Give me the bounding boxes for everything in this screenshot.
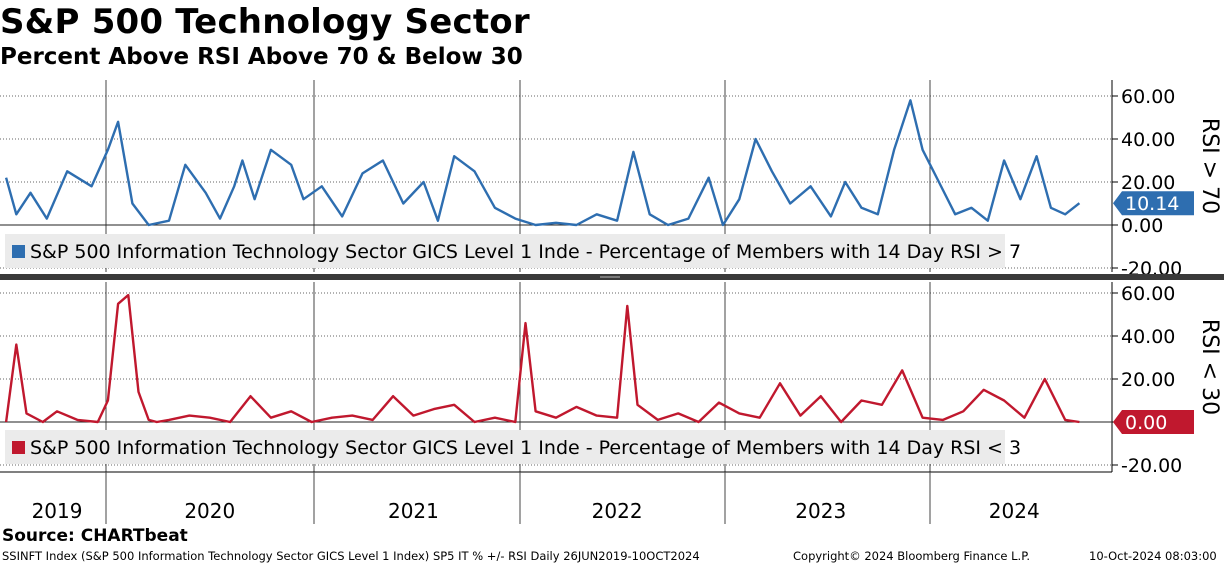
footer-timestamp: 10-Oct-2024 08:03:00 xyxy=(1089,549,1217,563)
x-year-label: 2021 xyxy=(388,499,439,523)
rsi70-side-label: RSI > 70 xyxy=(1197,118,1222,214)
rsi30-last-value-tag xyxy=(1113,410,1194,434)
rsi30-legend: S&P 500 Information Technology Sector GI… xyxy=(5,430,1021,464)
x-year-label: 2024 xyxy=(989,499,1040,523)
rsi30-last-value-label: 0.00 xyxy=(1125,412,1167,434)
rsi70-ytick-label: 0.00 xyxy=(1121,215,1163,237)
source-label: Source: CHARTbeat xyxy=(2,526,188,546)
x-year-label: 2023 xyxy=(795,499,846,523)
rsi70-legend: S&P 500 Information Technology Sector GI… xyxy=(5,234,1021,268)
rsi70-ytick-label: 40.00 xyxy=(1121,129,1175,151)
rsi70-last-value-label: 10.14 xyxy=(1125,193,1179,215)
rsi70-series-line xyxy=(4,99,1081,227)
x-axis: 2019 2020 2021 2022 2023 2024 xyxy=(0,471,1112,524)
rsi30-ytick-label: 40.00 xyxy=(1121,326,1175,348)
x-year-label: 2019 xyxy=(32,499,83,523)
rsi70-ytick-label: 20.00 xyxy=(1121,172,1175,194)
rsi30-ytick-label: 60.00 xyxy=(1121,283,1175,305)
x-year-label: 2020 xyxy=(184,499,235,523)
rsi30-ytick-label: -20.00 xyxy=(1121,455,1182,477)
rsi30-legend-label: S&P 500 Information Technology Sector GI… xyxy=(30,437,1021,459)
footer-copyright: Copyright© 2024 Bloomberg Finance L.P. xyxy=(793,549,1030,563)
rsi30-side-label: RSI < 30 xyxy=(1197,319,1222,415)
rsi70-last-value-tag xyxy=(1113,191,1194,216)
rsi70-legend-swatch xyxy=(12,245,25,258)
rsi70-legend-label: S&P 500 Information Technology Sector GI… xyxy=(30,241,1021,263)
chart-subtitle: Percent Above RSI Above 70 & Below 30 xyxy=(0,44,523,70)
rsi30-legend-swatch xyxy=(12,441,25,454)
chart-title: S&P 500 Technology Sector xyxy=(0,2,530,42)
x-year-label: 2022 xyxy=(592,499,643,523)
footer-description: SSINFT Index (S&P 500 Information Techno… xyxy=(2,549,700,563)
rsi70-legend-bg xyxy=(5,234,1005,268)
rsi30-ytick-label: 20.00 xyxy=(1121,369,1175,391)
rsi70-ytick-label: 60.00 xyxy=(1121,86,1175,108)
rsi30-legend-bg xyxy=(5,430,1005,464)
panel-rsi-below-30: -20.00 0.00 20.00 40.00 60.00 S&P 500 Informa… xyxy=(0,282,1222,477)
rsi30-series-line xyxy=(4,293,1080,424)
